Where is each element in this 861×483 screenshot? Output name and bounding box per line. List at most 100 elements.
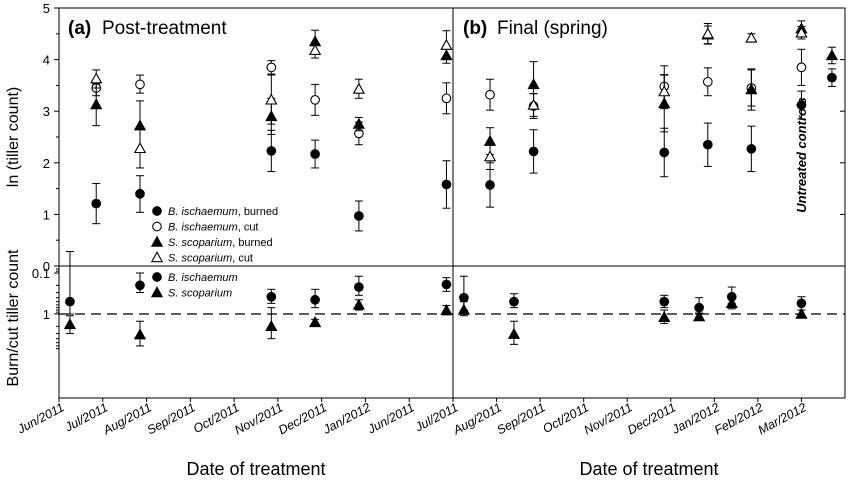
data-point-open-triangle: [701, 27, 714, 39]
data-point-filled-triangle: [90, 98, 103, 110]
legend-marker: [150, 251, 164, 263]
data-point-open-triangle: [795, 26, 808, 38]
x-ticks-b: Jul/2011Aug/2011Sep/2011Oct/2011Nov/2011…: [412, 398, 809, 438]
data-point-filled-triangle: [352, 117, 366, 129]
data-point-open-circle: [135, 79, 145, 90]
ratio-point-filled-circle: [65, 296, 75, 307]
legend-marker: [150, 286, 164, 298]
data-point-open-circle: [266, 62, 277, 73]
data-point-filled-circle: [266, 146, 277, 156]
data-point-filled-triangle: [527, 78, 540, 90]
data-point-open-circle: [310, 94, 320, 105]
bottom-y-axis-title: Burn/cut tiller count: [5, 249, 22, 387]
data-point-filled-circle: [441, 179, 452, 190]
plot-frame: [58, 7, 846, 399]
data-point-open-circle: [796, 62, 807, 73]
legend-marker: [150, 235, 164, 247]
x-tick-label: Nov/2011: [582, 400, 635, 437]
ratio-point-filled-circle: [310, 294, 320, 305]
top-y-tick-label: 4: [43, 53, 50, 68]
legend-label: B. ischaemum: [168, 272, 238, 284]
x-ticks-a: Jun/2011Jul/2011Aug/2011Sep/2011Oct/2011…: [14, 398, 417, 438]
ratio-point-filled-triangle: [265, 320, 278, 332]
data-point-open-circle: [441, 93, 452, 104]
bottom-y-ticks: 10.1: [32, 266, 59, 350]
bottom-y-tick-label: 1: [43, 307, 50, 322]
x-tick-label: Sep/2011: [494, 400, 547, 437]
top-y-tick-label: 3: [43, 104, 50, 119]
legend-label: S. scoparium, cut: [168, 253, 253, 265]
x-tick-label: Oct/2011: [191, 400, 242, 436]
ratio-point-filled-triangle: [352, 298, 366, 310]
data-point-filled-circle: [796, 100, 807, 110]
panel-a-title: Post-treatment: [102, 18, 227, 39]
top-y-tick-label: 5: [43, 1, 50, 16]
bottom-y-tick-label: 0.1: [32, 266, 50, 281]
data-point-filled-circle: [528, 146, 539, 157]
ratio-point-filled-circle: [135, 280, 145, 291]
top-y-tick-label: 0: [43, 259, 50, 274]
bottom-panel-frame: [58, 265, 846, 399]
ratio-point-filled-circle: [459, 292, 469, 303]
data-point-open-circle: [702, 76, 713, 87]
ratio-point-filled-triangle: [133, 328, 147, 340]
panel-b-title: Final (spring): [497, 18, 608, 39]
data-point-filled-circle: [310, 149, 320, 159]
data-point-filled-triangle: [825, 49, 839, 61]
data-point-open-triangle: [483, 150, 497, 162]
data-point-open-triangle: [440, 38, 453, 50]
top-y-ticks: 0 1 2 3 4 5: [43, 1, 845, 274]
legend-label: S. scoparium, burned: [168, 237, 273, 249]
data-point-filled-circle: [91, 198, 102, 209]
data-marks: [63, 20, 839, 347]
data-point-open-triangle: [133, 142, 147, 154]
data-point-open-triangle: [527, 98, 540, 110]
x-tick-label: Aug/2011: [100, 400, 154, 438]
ratio-point-filled-circle: [266, 291, 277, 302]
data-point-open-triangle: [90, 72, 103, 84]
data-point-filled-circle: [746, 144, 757, 154]
data-point-filled-circle: [702, 139, 713, 150]
data-point-open-triangle: [352, 82, 366, 94]
data-point-open-circle: [485, 89, 495, 100]
x-tick-label: Jun/2011: [365, 400, 417, 437]
ratio-point-filled-triangle: [692, 310, 706, 322]
legend-label: B. ischaemum, cut: [168, 222, 259, 234]
data-point-open-triangle: [265, 93, 278, 105]
ratio-point-filled-circle: [796, 298, 807, 309]
ratio-point-filled-triangle: [795, 307, 808, 319]
data-point-filled-circle: [135, 188, 145, 199]
legend-label: S. scoparium: [168, 288, 232, 300]
ratio-point-filled-circle: [509, 296, 519, 307]
legend-bottom: B. ischaemum S. scoparium: [150, 272, 238, 300]
legend-marker: [152, 272, 162, 282]
ratio-point-filled-triangle: [308, 316, 322, 328]
data-point-filled-circle: [659, 147, 670, 158]
x-tick-label: Feb/2012: [712, 400, 765, 437]
x-tick-label: Aug/2011: [450, 400, 504, 438]
ratio-point-filled-circle: [659, 296, 670, 307]
data-point-open-triangle: [308, 43, 322, 56]
x-tick-label: Oct/2011: [541, 400, 592, 436]
legend-top: B. ischaemum, burned B. ischaemum, cut S. …: [150, 206, 278, 265]
x-tick-label: Nov/2011: [232, 400, 285, 437]
x-tick-label: Jun/2011: [14, 400, 66, 437]
untreated-controls-label: Untreated controls: [794, 97, 809, 213]
x-axis-title-a: Date of treatment: [186, 459, 325, 479]
legend-marker: [152, 221, 162, 232]
x-tick-label: Dec/2011: [276, 400, 329, 437]
x-tick-label: Jan/2012: [669, 400, 722, 437]
top-y-tick-label: 2: [43, 156, 50, 171]
legend-label: B. ischaemum, burned: [168, 206, 278, 218]
panel-a-tag: (a): [68, 18, 91, 39]
data-point-filled-circle: [354, 211, 364, 221]
ratio-point-filled-circle: [441, 279, 452, 290]
panel-b-tag: (b): [463, 18, 487, 39]
ratio-point-filled-circle: [354, 282, 364, 292]
x-tick-label: Mar/2012: [756, 400, 809, 437]
data-point-filled-circle: [827, 72, 837, 83]
x-axis-title-b: Date of treatment: [579, 459, 718, 479]
ratio-point-filled-triangle: [457, 303, 471, 315]
ratio-point-filled-triangle: [725, 297, 738, 309]
